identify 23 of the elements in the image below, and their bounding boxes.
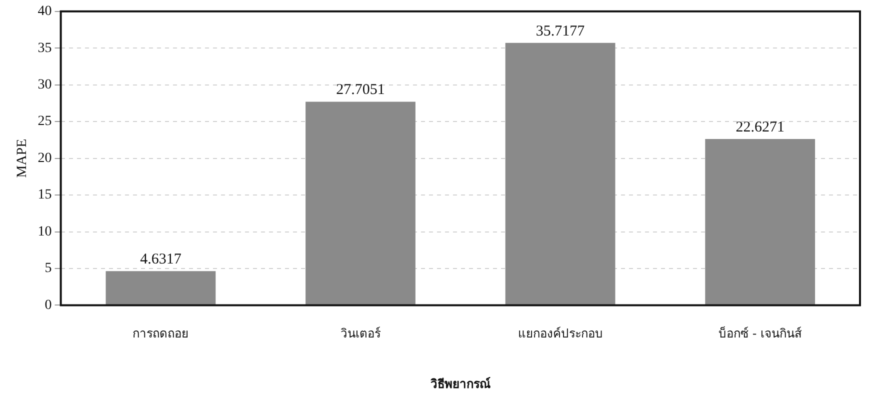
y-tick-label: 10	[38, 224, 52, 240]
y-tick-label: 15	[38, 188, 52, 203]
y-axis-title: MAPE	[15, 138, 30, 178]
data-label: 4.6317	[140, 252, 182, 268]
bar	[106, 271, 216, 305]
data-label: 35.7177	[536, 23, 586, 40]
x-axis-title: วิธีพยากรณ์	[430, 376, 490, 391]
bar	[705, 139, 816, 305]
bar	[505, 42, 616, 305]
y-tick-label: 5	[44, 261, 52, 276]
x-tick-label: บ็อกซ์ - เจนกินส์	[718, 326, 803, 341]
x-tick-label: วินเตอร์	[340, 326, 382, 341]
y-tick-label: 30	[38, 78, 52, 93]
x-tick-label: การถดถอย	[132, 326, 189, 341]
x-tick-label: แยกองค์ประกอบ	[518, 326, 603, 341]
y-tick-label: 25	[38, 114, 52, 130]
y-tick-label: 20	[38, 150, 52, 166]
data-label: 27.7051	[336, 82, 385, 98]
y-tick-label: 0	[44, 298, 52, 313]
data-label: 22.6271	[736, 119, 784, 136]
y-tick-label: 35	[38, 40, 52, 56]
bar	[306, 102, 416, 305]
y-tick-label: 40	[38, 4, 52, 20]
